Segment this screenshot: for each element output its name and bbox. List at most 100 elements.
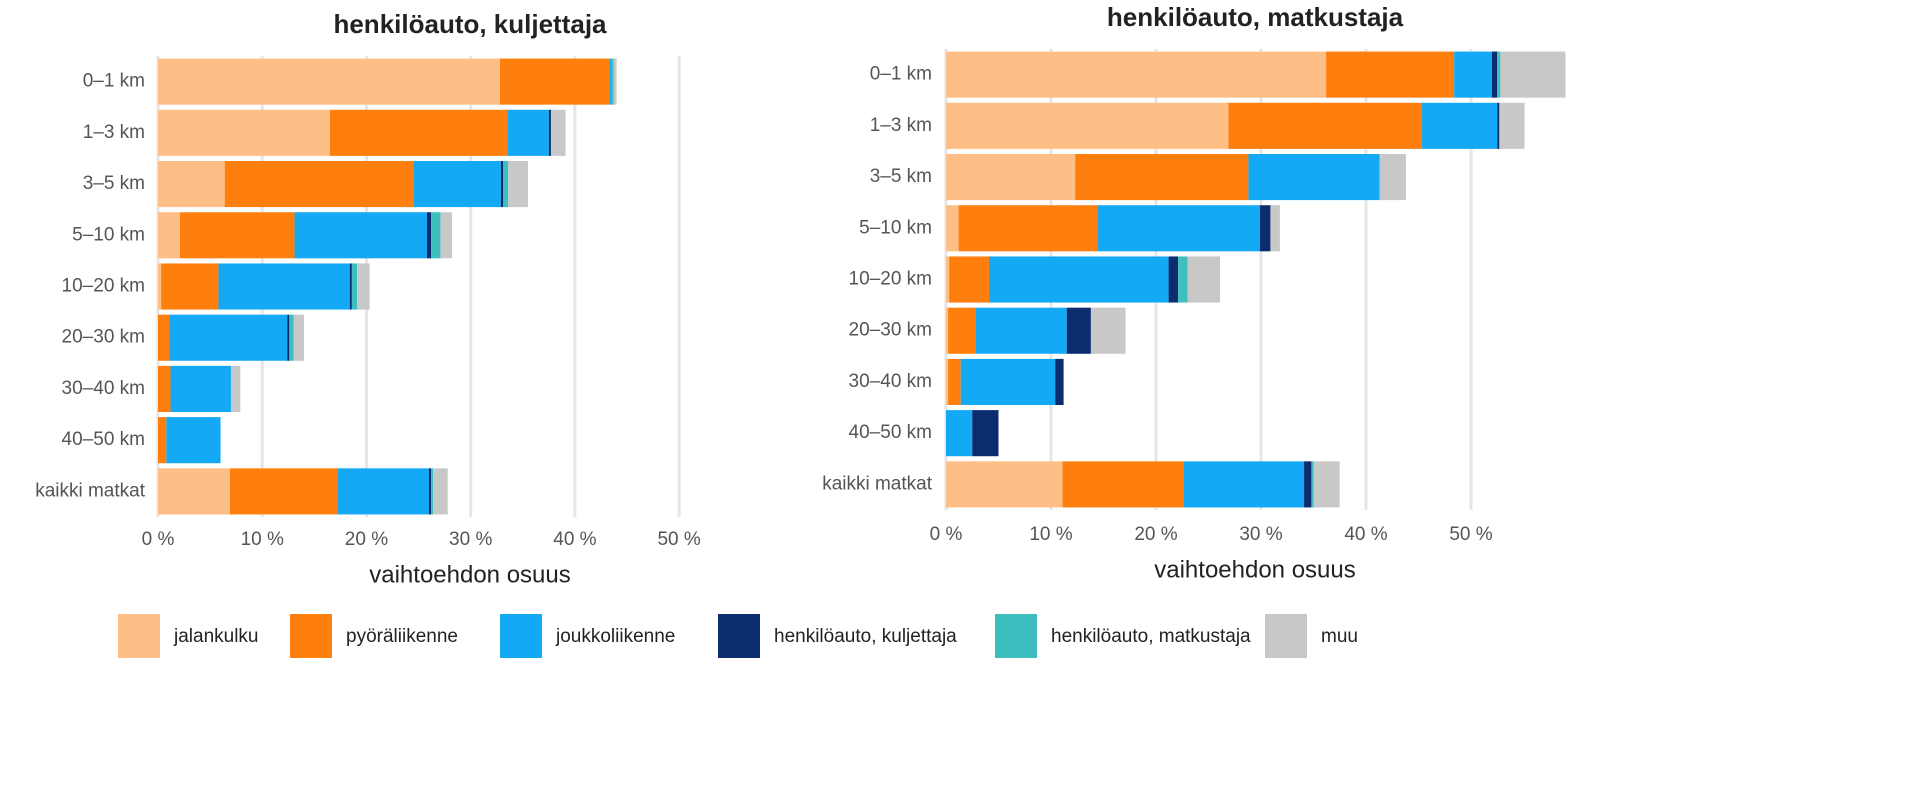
bar-segment: [218, 263, 350, 310]
bar-segment: [946, 358, 949, 405]
bar-segment: [1055, 358, 1064, 405]
bar-segment: [440, 212, 452, 259]
bar-segment: [946, 205, 959, 252]
x-axis-title: vaihtoehdon osuus: [1154, 556, 1356, 583]
x-tick-label: 10 %: [1029, 524, 1072, 545]
bar-segment: [1062, 461, 1184, 508]
legend-label: jalankulku: [173, 626, 259, 647]
bar-segment: [349, 263, 352, 310]
bar-segment: [1499, 102, 1525, 149]
bar-segment: [429, 468, 432, 515]
bar-segment: [433, 468, 448, 515]
y-tick-label: kaikki matkat: [35, 480, 146, 501]
y-tick-label: 10–20 km: [62, 276, 145, 297]
y-tick-label: 30–40 km: [62, 378, 145, 399]
chart-title: henkilöauto, matkustaja: [1107, 2, 1404, 32]
bar-segment: [972, 410, 999, 457]
bar-segment: [426, 212, 432, 259]
x-tick-label: 20 %: [1134, 524, 1177, 545]
bar-segment: [948, 358, 961, 405]
bar-segment: [357, 263, 370, 310]
bar-segment: [158, 417, 167, 464]
bar-segment: [1270, 205, 1280, 252]
bar-segment: [499, 58, 610, 105]
y-tick-label: 3–5 km: [83, 173, 145, 194]
bar-segment: [161, 263, 219, 310]
bar-segment: [158, 263, 162, 310]
bar-segment: [613, 58, 617, 105]
legend-label: henkilöauto, matkustaja: [1051, 626, 1251, 647]
bar-segment: [351, 263, 358, 310]
x-tick-label: 40 %: [1344, 524, 1387, 545]
bar-segment: [1421, 102, 1498, 149]
y-tick-label: 5–10 km: [859, 217, 932, 238]
legend-label: henkilöauto, kuljettaja: [774, 626, 957, 647]
bar-segment: [1228, 102, 1422, 149]
bar-segment: [611, 58, 614, 105]
y-tick-label: 3–5 km: [870, 166, 932, 187]
bar-segment: [289, 314, 294, 361]
legend-label: muu: [1321, 626, 1358, 647]
bar-segment: [948, 307, 976, 354]
bar-segment: [507, 109, 549, 156]
y-tick-label: 30–40 km: [849, 371, 932, 392]
bar-segment: [1326, 51, 1455, 98]
bar-segment: [166, 417, 221, 464]
bar-segment: [1304, 461, 1312, 508]
bar-segment: [1311, 461, 1314, 508]
legend-swatch: [1265, 614, 1307, 658]
y-tick-label: 0–1 km: [83, 71, 145, 92]
bar-segment: [1497, 51, 1501, 98]
bar-segment: [1454, 51, 1492, 98]
y-tick-label: 20–30 km: [849, 320, 932, 341]
x-tick-label: 0 %: [930, 524, 963, 545]
bar-segment: [1187, 256, 1221, 303]
x-tick-label: 10 %: [241, 529, 284, 550]
bar-segment: [550, 109, 566, 156]
x-tick-label: 20 %: [345, 529, 388, 550]
bar-segment: [158, 212, 180, 259]
bar-segment: [294, 212, 427, 259]
y-tick-label: 0–1 km: [870, 64, 932, 85]
bar-segment: [1497, 102, 1500, 149]
y-tick-label: 40–50 km: [62, 429, 145, 450]
y-tick-label: 1–3 km: [870, 115, 932, 136]
legend-label: joukkoliikenne: [555, 626, 675, 647]
bar-segment: [1178, 256, 1188, 303]
bar-segment: [170, 365, 231, 412]
bar-segment: [158, 365, 171, 412]
y-tick-label: kaikki matkat: [822, 473, 933, 494]
bar-segment: [224, 161, 414, 208]
bar-segment: [949, 256, 990, 303]
bar-segment: [946, 154, 1076, 201]
bar-segment: [1090, 307, 1126, 354]
bar-segment: [946, 256, 950, 303]
x-axis-title: vaihtoehdon osuus: [369, 561, 571, 588]
bar-segment: [158, 109, 330, 156]
bar-segment: [548, 109, 551, 156]
bar-segment: [503, 161, 509, 208]
y-tick-label: 40–50 km: [849, 422, 932, 443]
legend-swatch: [500, 614, 542, 658]
bar-segment: [179, 212, 295, 259]
bar-segment: [431, 468, 434, 515]
bar-segment: [946, 51, 1327, 98]
y-tick-label: 10–20 km: [849, 269, 932, 290]
bar-segment: [413, 161, 501, 208]
bar-segment: [946, 307, 949, 354]
bar-segment: [337, 468, 429, 515]
bar-segment: [960, 358, 1056, 405]
y-tick-label: 5–10 km: [72, 224, 145, 245]
chart-title: henkilöauto, kuljettaja: [333, 9, 607, 39]
legend-swatch: [995, 614, 1037, 658]
bar-segment: [1066, 307, 1091, 354]
bar-segment: [1500, 51, 1566, 98]
bar-segment: [1379, 154, 1406, 201]
y-tick-label: 20–30 km: [62, 327, 145, 348]
bar-segment: [158, 468, 230, 515]
bar-segment: [158, 58, 500, 105]
y-tick-label: 1–3 km: [83, 122, 145, 143]
legend-label: pyöräliikenne: [346, 626, 458, 647]
bar-segment: [229, 468, 338, 515]
bar-segment: [1097, 205, 1260, 252]
